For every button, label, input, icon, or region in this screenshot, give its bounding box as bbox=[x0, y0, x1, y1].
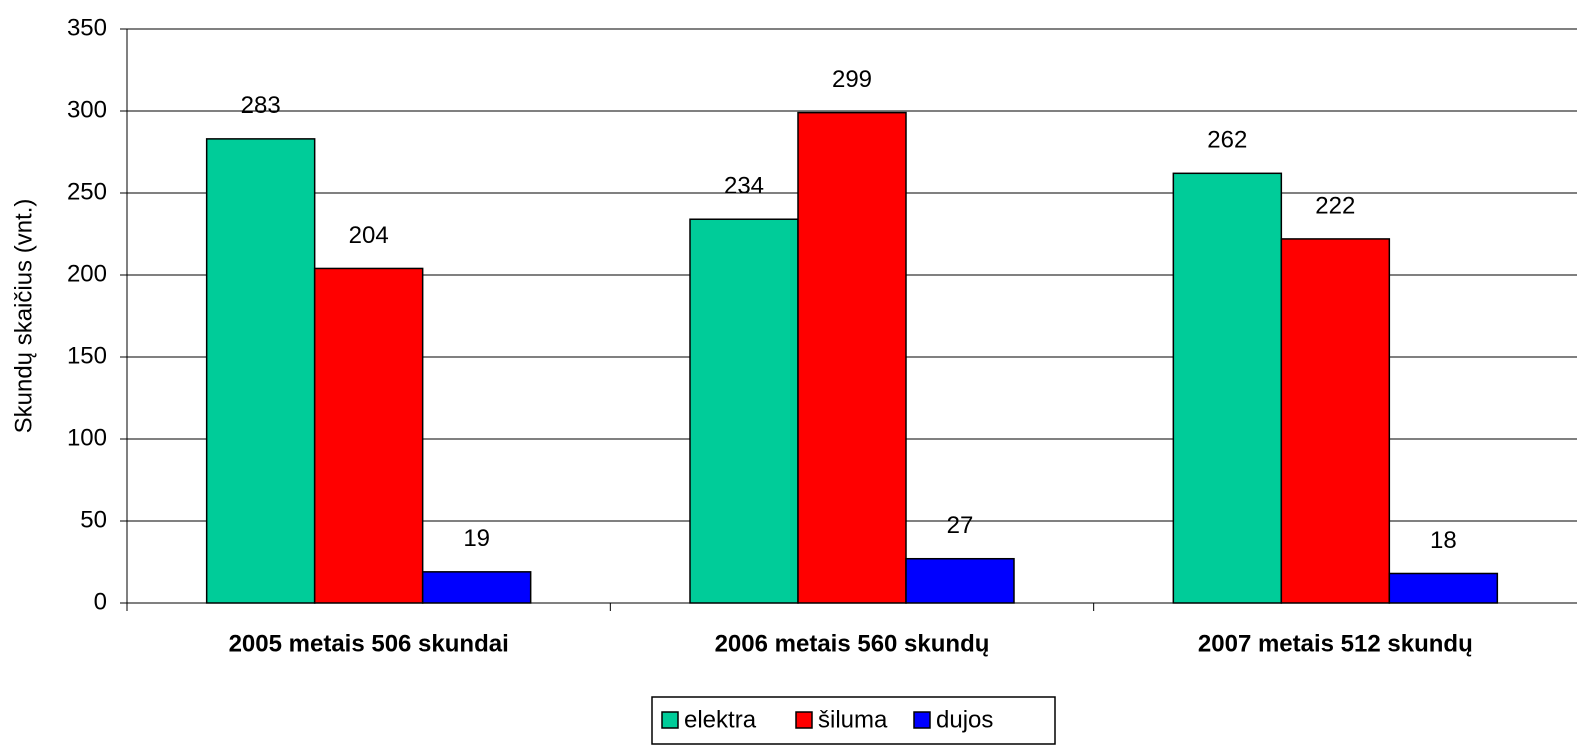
legend-swatch bbox=[913, 711, 931, 729]
bar bbox=[205, 138, 316, 604]
data-label: 234 bbox=[724, 173, 764, 200]
data-label: 299 bbox=[832, 66, 872, 93]
x-tick-label: 2007 metais 512 skundų bbox=[1198, 630, 1473, 657]
y-tick-label: 250 bbox=[67, 178, 107, 205]
legend-label: dujos bbox=[936, 706, 993, 733]
y-tick-label: 200 bbox=[67, 260, 107, 287]
y-tick-label: 0 bbox=[94, 588, 107, 615]
data-label: 283 bbox=[241, 92, 281, 119]
x-tick-label: 2005 metais 506 skundai bbox=[229, 630, 509, 657]
legend-swatch bbox=[661, 711, 679, 729]
y-tick-label: 50 bbox=[80, 506, 107, 533]
data-label: 262 bbox=[1207, 127, 1247, 154]
y-axis-label: Skundų skaičius (vnt.) bbox=[10, 199, 37, 434]
data-label: 222 bbox=[1315, 192, 1355, 219]
data-label: 19 bbox=[463, 525, 490, 552]
legend-swatch bbox=[795, 711, 813, 729]
data-label: 18 bbox=[1430, 527, 1457, 554]
bar bbox=[421, 571, 532, 604]
bar bbox=[1388, 572, 1499, 604]
bar bbox=[1280, 238, 1391, 604]
y-tick-label: 350 bbox=[67, 14, 107, 41]
bar bbox=[797, 111, 907, 604]
bar bbox=[1172, 172, 1283, 604]
bar bbox=[905, 557, 1015, 604]
data-label: 27 bbox=[947, 512, 974, 539]
legend-box bbox=[651, 696, 1056, 745]
legend-label: elektra bbox=[684, 706, 757, 733]
y-tick-label: 300 bbox=[67, 96, 107, 123]
data-label: 204 bbox=[349, 222, 389, 249]
x-tick-label: 2006 metais 560 skundų bbox=[715, 630, 990, 657]
y-tick-label: 100 bbox=[67, 424, 107, 451]
y-tick-label: 150 bbox=[67, 342, 107, 369]
legend-label: šiluma bbox=[818, 706, 888, 733]
bar bbox=[313, 267, 424, 604]
bar bbox=[689, 218, 799, 604]
